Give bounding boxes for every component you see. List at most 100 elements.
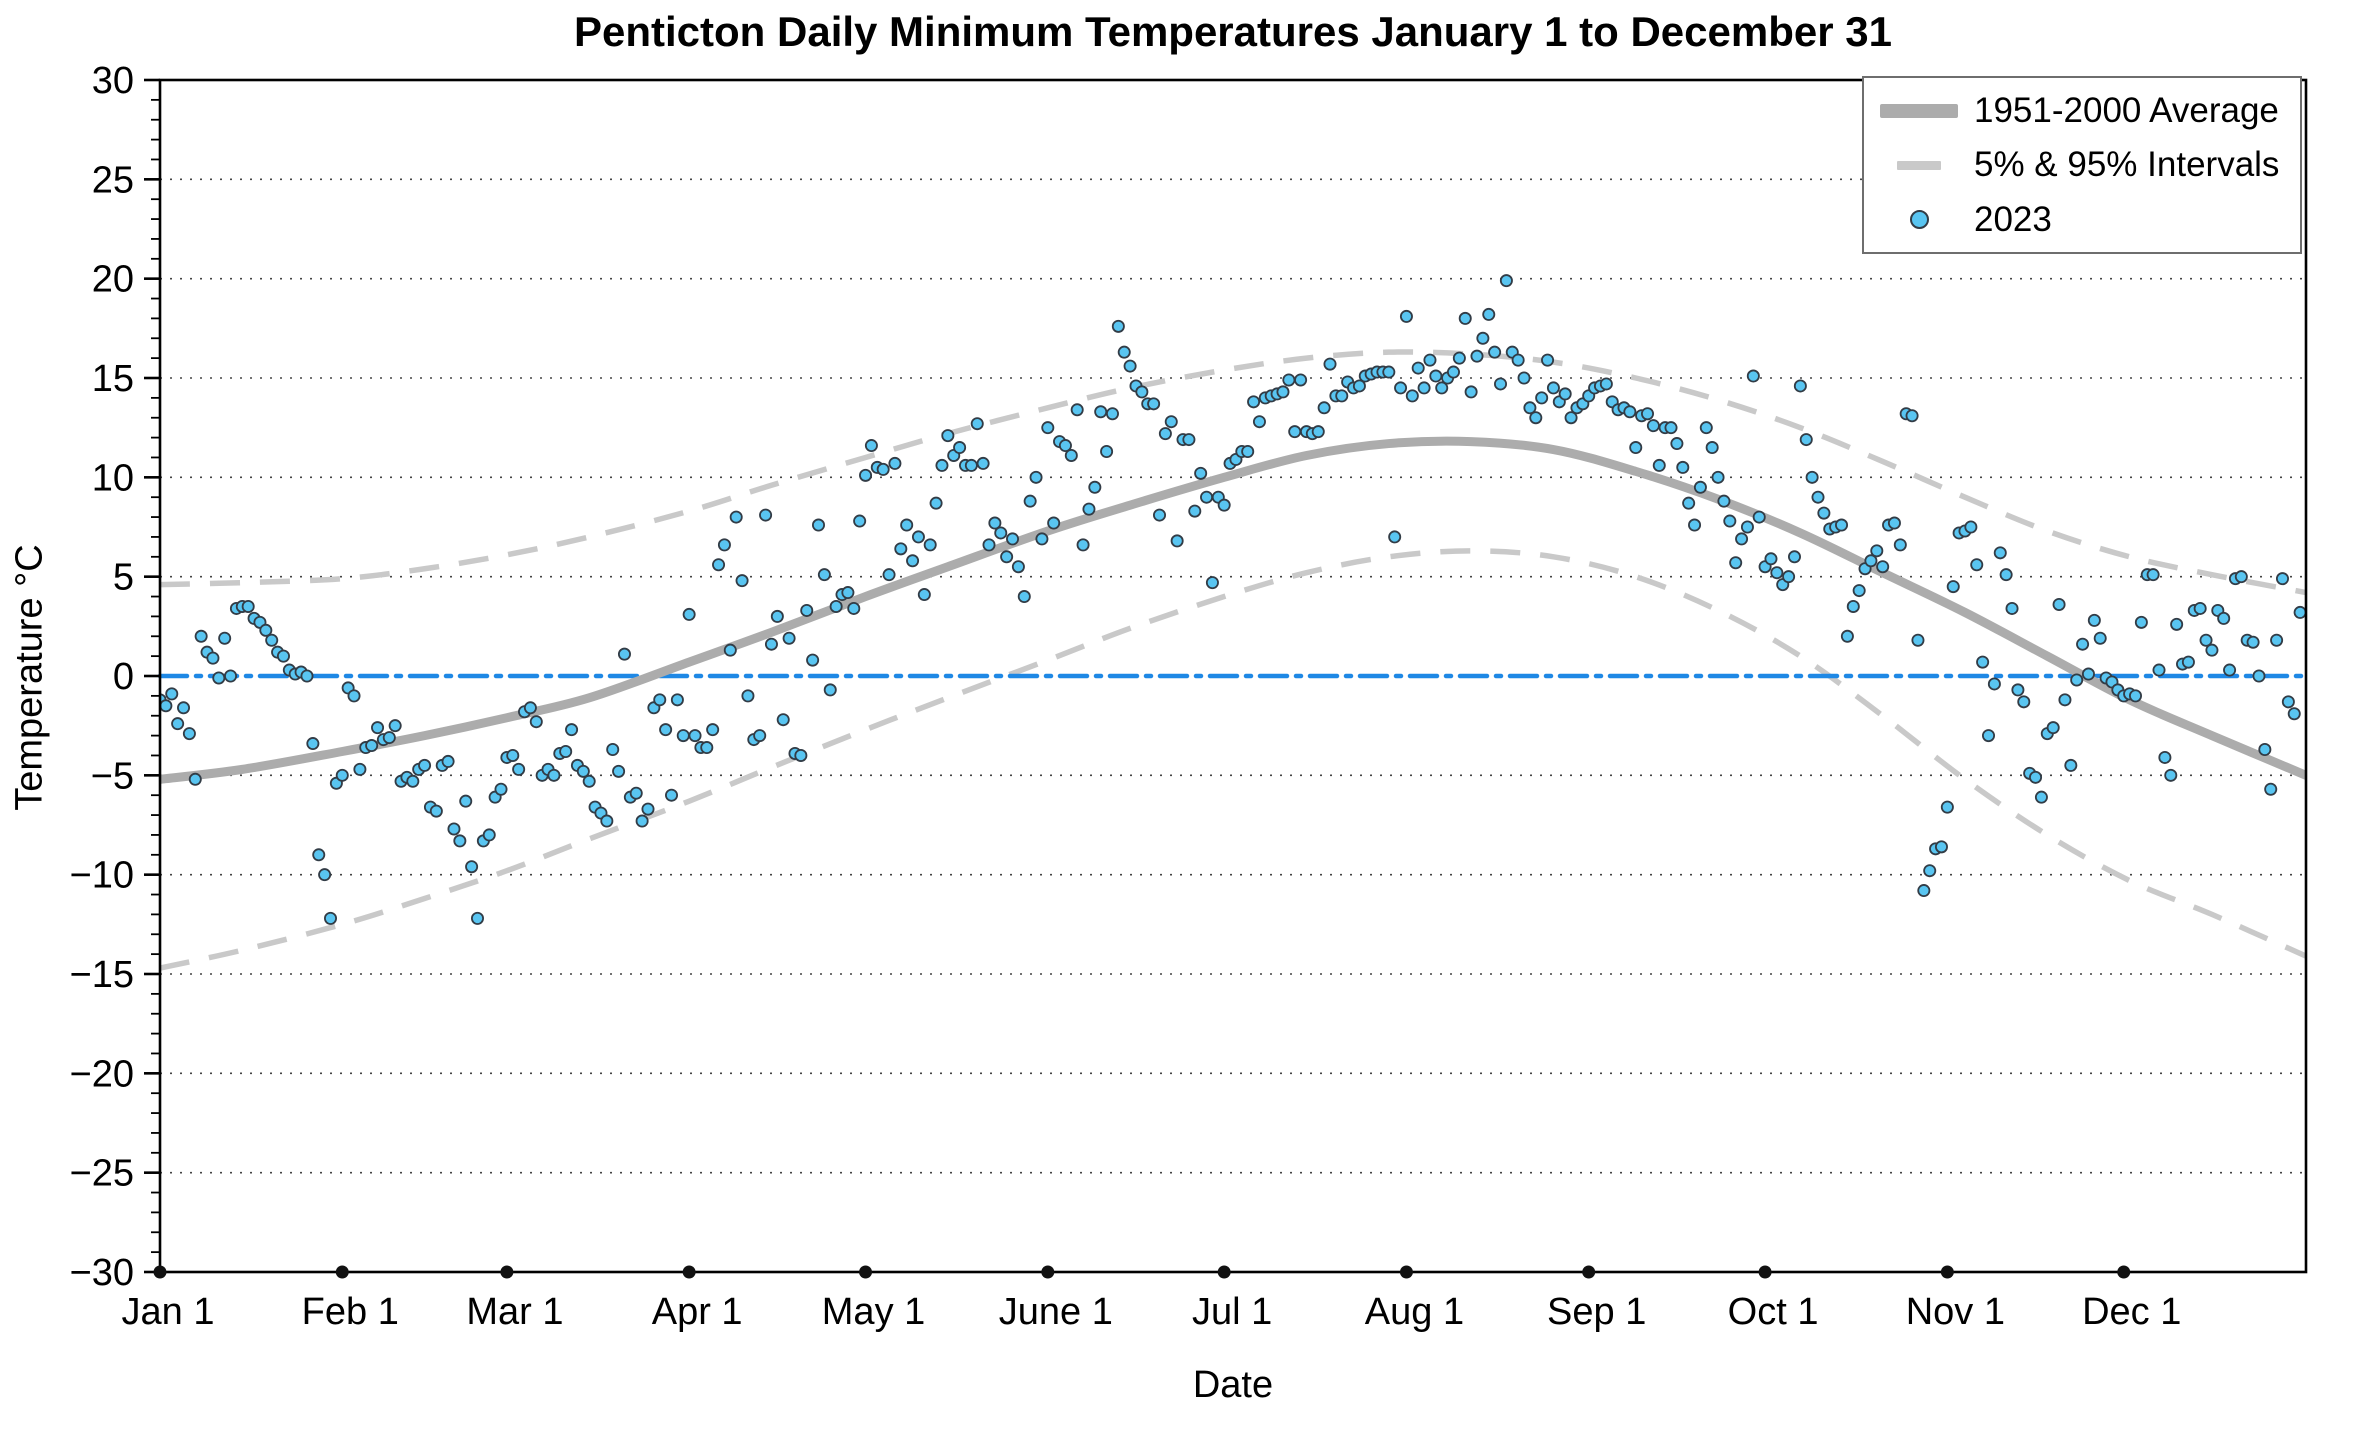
month-dot (1041, 1265, 1055, 1279)
data-point-2023 (1693, 480, 1707, 494)
data-point-2023 (1723, 514, 1737, 528)
data-point-2023 (1017, 590, 1031, 604)
data-point-2023 (723, 643, 737, 657)
data-point-2023 (1470, 349, 1484, 363)
data-point-2023 (847, 601, 861, 615)
legend-item-2023: 2023 (1864, 194, 2300, 246)
data-point-2023 (1023, 494, 1037, 508)
data-point-2023 (470, 911, 484, 925)
legend: 1951-2000 Average 5% & 95% Intervals 202… (1862, 76, 2302, 254)
data-point-2023 (1623, 405, 1637, 419)
data-point-2023 (1029, 470, 1043, 484)
data-point-2023 (2181, 655, 2195, 669)
data-point-2023 (794, 748, 808, 762)
data-point-2023 (224, 669, 238, 683)
data-point-2023 (1488, 345, 1502, 359)
data-point-2023 (776, 713, 790, 727)
month-dot (1940, 1265, 1954, 1279)
month-dot (153, 1265, 167, 1279)
data-point-2023 (1670, 437, 1684, 451)
data-point-2023 (547, 768, 561, 782)
data-point-2023 (600, 814, 614, 828)
data-point-2023 (964, 458, 978, 472)
data-point-2023 (1805, 470, 1819, 484)
data-point-2023 (482, 828, 496, 842)
data-point-2023 (300, 669, 314, 683)
y-tick-label: −10 (70, 855, 134, 897)
data-point-2023 (670, 693, 684, 707)
data-point-2023 (1388, 530, 1402, 544)
data-point-2023 (1382, 365, 1396, 379)
data-point-2023 (853, 514, 867, 528)
data-point-2023 (1976, 655, 1990, 669)
data-point-2023 (894, 542, 908, 556)
y-axis-label: Temperature °C (8, 544, 51, 811)
data-point-2023 (2134, 615, 2148, 629)
data-point-2023 (324, 911, 338, 925)
data-point-2023 (1746, 369, 1760, 383)
data-point-2023 (1646, 419, 1660, 433)
data-point-2023 (1000, 550, 1014, 564)
data-point-2023 (1564, 411, 1578, 425)
data-point-2023 (1887, 516, 1901, 530)
data-point-2023 (929, 496, 943, 510)
data-point-2023 (1523, 401, 1537, 415)
data-point-2023 (729, 510, 743, 524)
data-point-2023 (441, 754, 455, 768)
data-point-2023 (1464, 385, 1478, 399)
data-point-2023 (759, 508, 773, 522)
data-point-2023 (1352, 379, 1366, 393)
data-point-2023 (2275, 572, 2289, 586)
data-point-2023 (988, 516, 1002, 530)
x-tick-label: Apr 1 (652, 1291, 743, 1333)
data-point-2023 (1170, 534, 1184, 548)
data-point-2023 (576, 764, 590, 778)
legend-item-intervals: 5% & 95% Intervals (1864, 139, 2300, 191)
data-point-2023 (811, 518, 825, 532)
data-point-2023 (2076, 637, 2090, 651)
data-point-2023 (659, 723, 673, 737)
data-point-2023 (1987, 677, 2001, 691)
data-point-2023 (2081, 667, 2095, 681)
average-1951-2000-line (160, 436, 2306, 784)
data-point-2023 (1641, 407, 1655, 421)
data-point-2023 (1923, 864, 1937, 878)
data-point-2023 (1405, 389, 1419, 403)
data-point-2023 (1811, 490, 1825, 504)
data-point-2023 (218, 631, 232, 645)
data-point-2023 (406, 774, 420, 788)
data-point-2023 (859, 468, 873, 482)
data-point-2023 (612, 764, 626, 778)
data-point-2023 (2193, 601, 2207, 615)
data-point-2023 (2246, 635, 2260, 649)
data-point-2023 (1676, 460, 1690, 474)
data-point-2023 (265, 633, 279, 647)
data-point-2023 (841, 586, 855, 600)
x-tick-label: June 1 (999, 1291, 1113, 1333)
data-point-2023 (970, 417, 984, 431)
data-point-2023 (353, 762, 367, 776)
data-point-2023 (741, 689, 755, 703)
data-point-2023 (447, 822, 461, 836)
month-dot (500, 1265, 514, 1279)
data-point-2023 (1006, 532, 1020, 546)
data-point-2023 (1011, 560, 1025, 574)
month-dot (1582, 1265, 1596, 1279)
data-point-2023 (1735, 532, 1749, 546)
month-dot (1217, 1265, 1231, 1279)
data-point-2023 (1717, 494, 1731, 508)
data-point-2023 (276, 649, 290, 663)
data-point-2023 (2128, 689, 2142, 703)
data-point-2023 (1317, 401, 1331, 415)
y-tick-label: 30 (92, 60, 134, 102)
data-point-2023 (1629, 441, 1643, 455)
data-point-2023 (1511, 353, 1525, 367)
data-point-2023 (882, 568, 896, 582)
data-point-2023 (188, 772, 202, 786)
data-point-2023 (629, 786, 643, 800)
data-point-2023 (1893, 538, 1907, 552)
data-point-2023 (717, 538, 731, 552)
data-point-2023 (617, 647, 631, 661)
data-point-2023 (982, 538, 996, 552)
